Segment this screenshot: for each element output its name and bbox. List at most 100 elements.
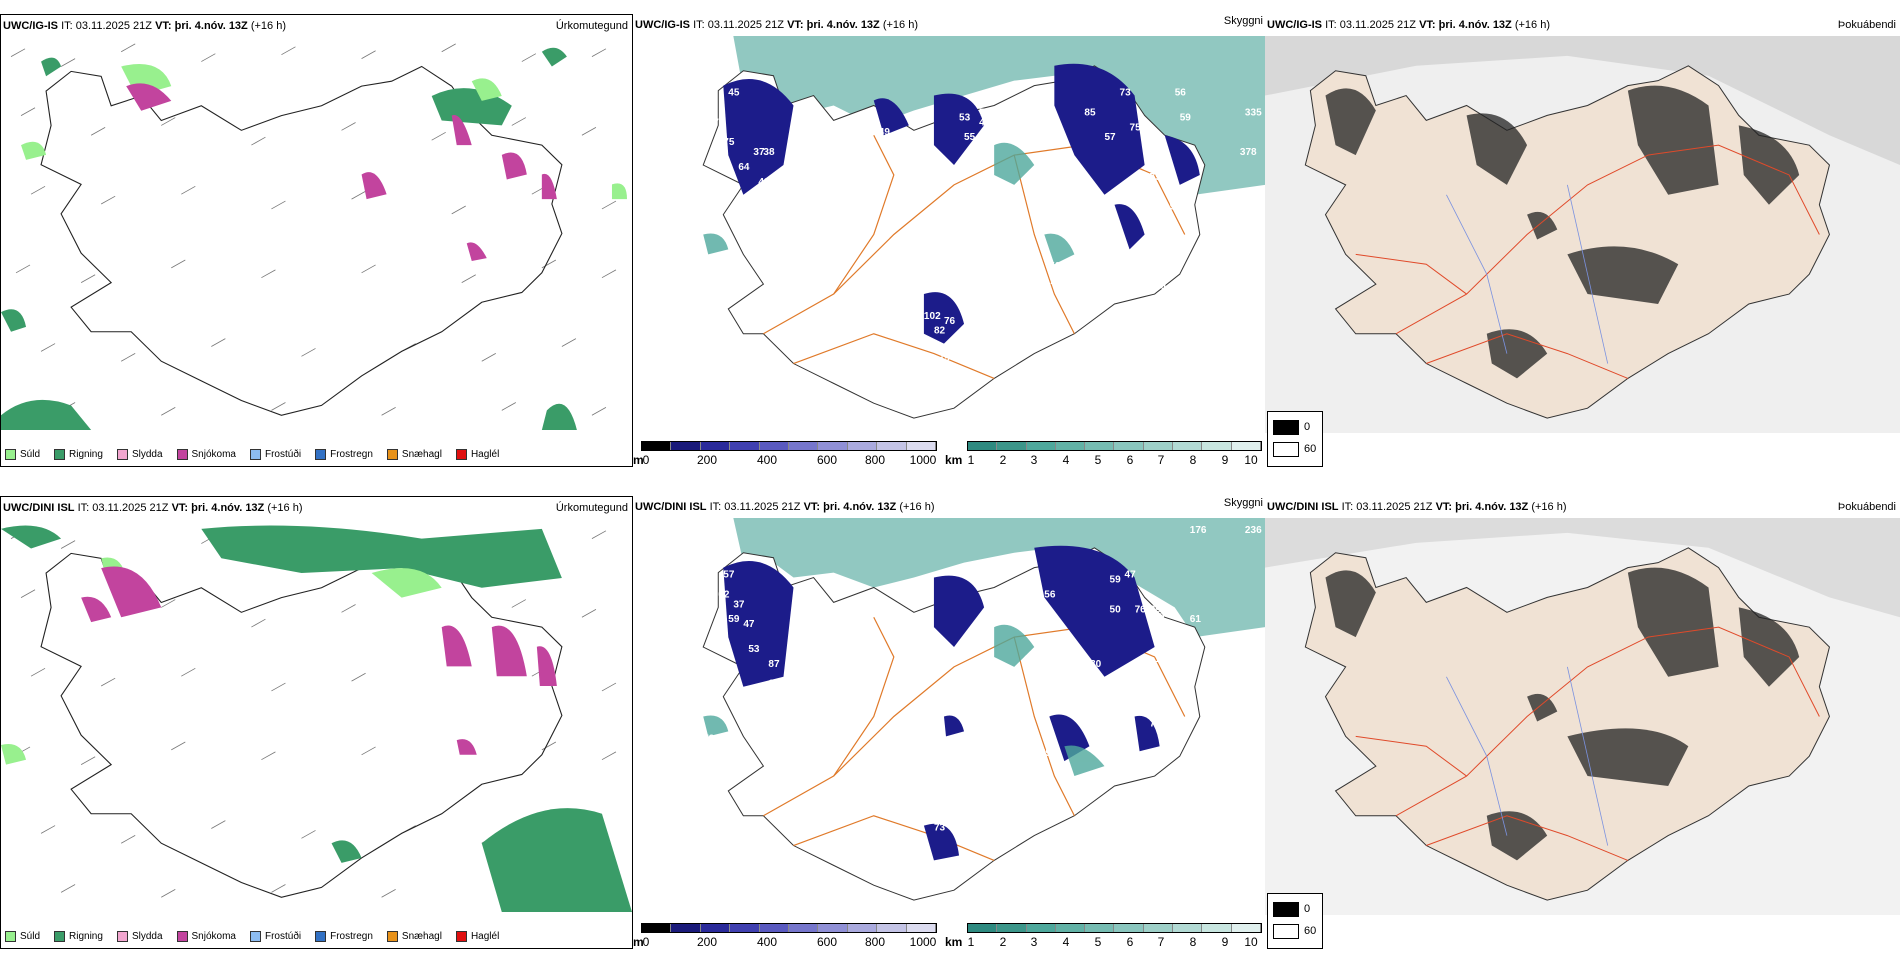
cloud-base-label: 46 — [979, 117, 991, 128]
cloud-base-label: 89 — [1064, 694, 1076, 705]
tick-label: 400 — [756, 453, 778, 467]
cloud-base-label: 72 — [713, 117, 725, 128]
cloud-base-label: 75 — [979, 107, 991, 118]
cloud-base-label: 75 — [1130, 122, 1142, 133]
cloud-base-label: 38 — [763, 147, 775, 158]
legend-label: Frostregn — [330, 449, 373, 460]
cloud-base-label: 112 — [1029, 659, 1046, 670]
lead-time: (+16 h) — [882, 19, 919, 31]
low-cloud-areas — [723, 63, 1200, 344]
precip-map-svg — [1, 525, 632, 912]
tick-label: 600 — [816, 453, 838, 467]
valid-time: þri. 4.nóv. 13Z — [1455, 501, 1529, 513]
cloud-base-label: 132 — [1084, 212, 1101, 223]
row-dini-isl: UWC/DINI ISL IT: 03.11.2025 21Z VT: þri.… — [0, 496, 1900, 963]
legend-label: Snjókoma — [191, 449, 236, 460]
precip-map — [1, 519, 632, 912]
cloud-base-label: 73 — [934, 823, 946, 834]
cloud-base-label: 77 — [1150, 718, 1162, 729]
legend-item-sudd: Súld — [5, 931, 40, 942]
fog-legend-light-swatch — [1273, 924, 1299, 939]
legend-item-rigning: Rigning — [54, 449, 103, 460]
cloud-base-label: 57 — [723, 570, 735, 581]
tick-label: 400 — [756, 935, 778, 949]
wind-barbs — [10, 43, 617, 416]
height-unit: m — [633, 935, 644, 949]
height-ticks: 0 200 400 600 800 1000 — [641, 453, 937, 467]
tick-label: 1000 — [909, 453, 937, 467]
fog-legend-dark-swatch — [1273, 902, 1299, 917]
corner-cloud-label: 236 — [1245, 525, 1262, 536]
panel-title: Skyggni — [1223, 497, 1263, 509]
legend-swatch — [116, 449, 128, 460]
visibility-ticks: 1 2 3 4 5 6 7 8 9 10 — [967, 935, 1262, 949]
tick-label: 2 — [999, 935, 1007, 949]
it-label: IT: — [693, 19, 705, 31]
tick-label: 0 — [642, 453, 650, 467]
legend-item-snjokoma: Snjókoma — [176, 931, 236, 942]
precip-snjokoma-areas — [81, 566, 557, 755]
precip-legend: Súld Rigning Slydda Snjókoma Frostúði Fr… — [5, 931, 499, 942]
vt-label: VT: — [1435, 501, 1453, 513]
panel-title: Þokuábendi — [1837, 501, 1896, 513]
height-ticks: 0 200 400 600 800 1000 — [641, 935, 937, 949]
tick-label: 4 — [1062, 935, 1070, 949]
vt-label: VT: — [155, 20, 172, 32]
cloud-base-label: 70 — [1155, 281, 1167, 292]
legend-item-slydda: Slydda — [116, 449, 163, 460]
legend-item-frostregn: Frostregn — [315, 931, 373, 942]
fog-legend-light-label: 60 — [1304, 443, 1317, 455]
cloud-base-label: 76 — [944, 316, 956, 327]
cloud-base-label: 118 — [1039, 187, 1056, 198]
precip-sudd-areas — [21, 64, 627, 200]
legend-item-rigning: Rigning — [54, 931, 103, 942]
lead-time: (+16 h) — [267, 502, 303, 514]
tick-label: 3 — [1030, 453, 1038, 467]
cloud-base-label: 112 — [934, 356, 951, 367]
cloud-base-label: 64 — [738, 162, 750, 173]
cloud-base-label: 102 — [1024, 654, 1041, 665]
tick-label: 10 — [1244, 935, 1258, 949]
tick-label: 10 — [1244, 453, 1258, 467]
precip-snjokoma-areas — [126, 83, 557, 262]
precip-map — [1, 37, 632, 430]
visibility-colorbar: km 1 2 3 4 5 6 7 8 9 10 — [945, 921, 1265, 949]
lead-time: (+16 h) — [250, 20, 287, 32]
panel-header: UWC/IG-IS IT: 03.11.2025 21Z VT: þri. 4.… — [1267, 18, 1896, 32]
precip-rigning-areas — [1, 47, 577, 430]
visibility-map: 57 62 37 59 47 53 87 60 53 73 56 59 47 50 76 43 61 89 102 1… — [633, 518, 1265, 915]
tick-label: 8 — [1189, 453, 1197, 467]
cloud-base-label: 62 — [718, 589, 730, 600]
legend-item-frostregn: Frostregn — [315, 449, 373, 460]
cloud-base-label: 85 — [783, 227, 795, 238]
visibility-panel: UWC/DINI ISL IT: 03.11.2025 21Z VT: þri.… — [633, 496, 1265, 951]
cloud-base-label: 37 — [733, 599, 745, 610]
row-ig-is: UWC/IG-IS IT: 03.11.2025 21Z VT: þri. 4.… — [0, 14, 1900, 481]
panel-title: Þokuábendi — [1837, 19, 1896, 31]
it-label: IT: — [77, 502, 90, 514]
cloud-base-label: 159 — [1034, 748, 1051, 759]
model-name: UWC/DINI ISL — [3, 502, 75, 514]
cloud-base-label: 180 — [1084, 659, 1101, 670]
model-name: UWC/IG-IS — [635, 19, 690, 31]
legend-swatch — [315, 931, 327, 942]
legend-label: Snjókoma — [191, 931, 236, 942]
cloud-base-label: 55 — [964, 132, 976, 143]
cloud-base-label: 75 — [723, 137, 735, 148]
precip-map-svg — [1, 43, 627, 430]
cloud-base-label: 165 — [1029, 758, 1046, 769]
legend-swatch — [116, 931, 128, 942]
it-label: IT: — [61, 20, 73, 32]
tick-label: 600 — [816, 935, 838, 949]
lead-time: (+16 h) — [899, 501, 935, 513]
legend-item-sudd: Súld — [5, 449, 40, 460]
cloud-base-label: 59 — [728, 614, 740, 625]
cloud-base-label: 79 — [1150, 172, 1162, 183]
legend-item-haglel: Haglél — [455, 931, 499, 942]
panel-title: Úrkomutegund — [555, 502, 628, 514]
tick-label: 9 — [1221, 935, 1229, 949]
tick-label: 200 — [696, 935, 718, 949]
corner-cloud-label: 176 — [1190, 525, 1207, 536]
legend-swatch — [5, 931, 16, 942]
